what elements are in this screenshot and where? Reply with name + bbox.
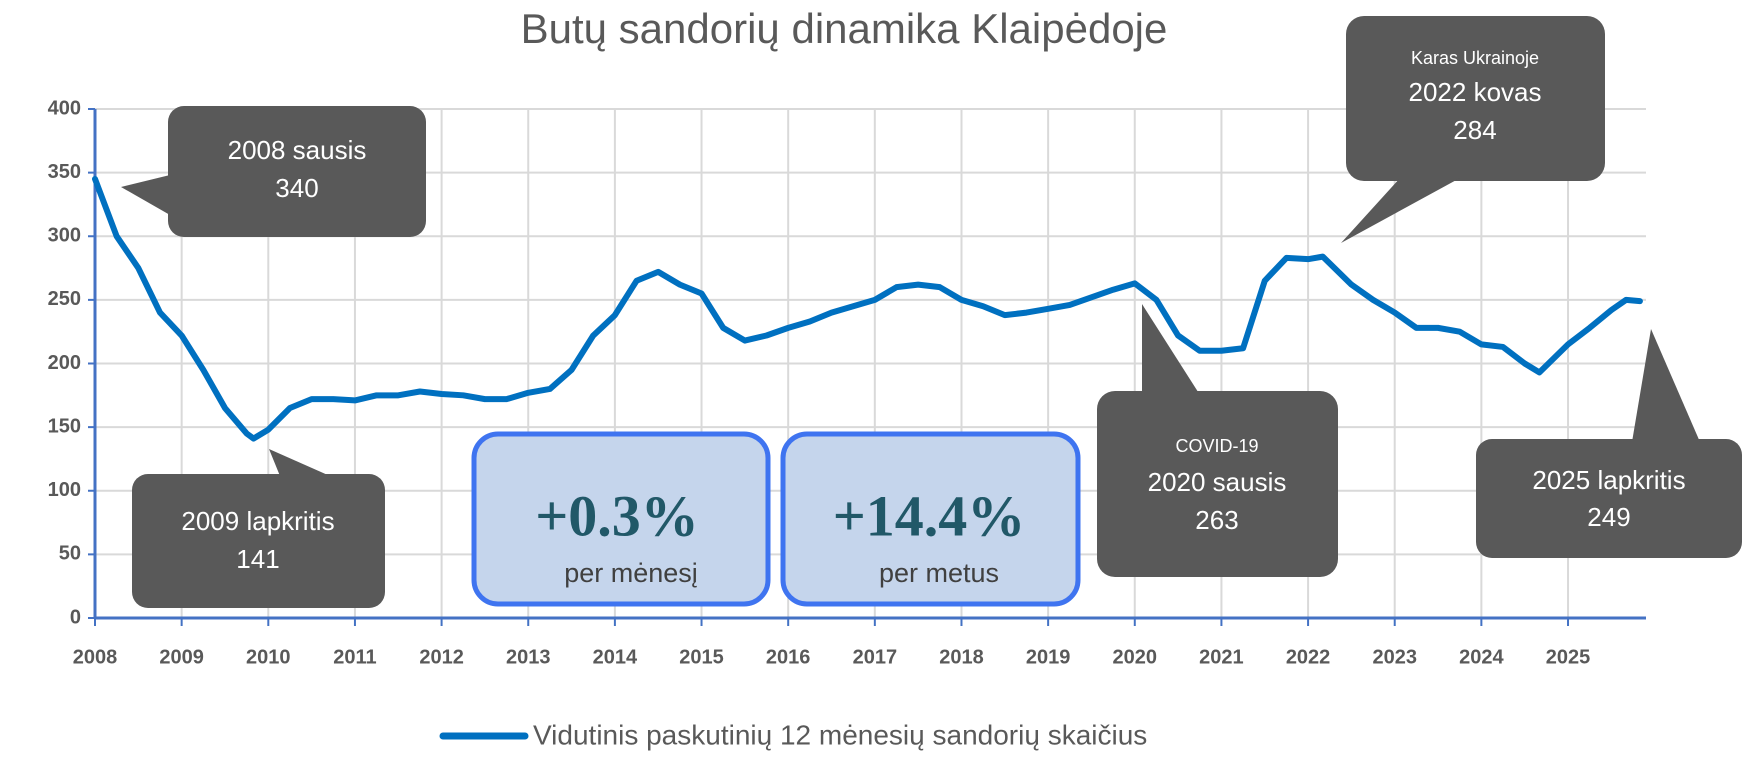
data-line — [92, 175, 1643, 442]
callout-value: 340 — [275, 173, 318, 203]
callout-pointer — [1632, 329, 1700, 442]
y-tick-label: 250 — [48, 288, 81, 310]
stat-caption: per mėnesį — [564, 558, 698, 588]
callout-date: 2009 lapkritis — [181, 506, 334, 536]
x-tick-label: 2023 — [1372, 646, 1417, 668]
x-tick-label: 2012 — [419, 646, 464, 668]
stat-value: +0.3% — [535, 483, 699, 548]
callout-header: COVID-19 — [1175, 436, 1258, 456]
stat-box — [471, 431, 771, 607]
x-tick-label: 2011 — [333, 646, 376, 668]
x-tick-label: 2019 — [1026, 646, 1071, 668]
y-tick-label: 400 — [48, 97, 81, 119]
y-tick-label: 100 — [48, 479, 81, 501]
x-tick-label: 2024 — [1459, 646, 1504, 668]
callout-header: Karas Ukrainoje — [1411, 48, 1539, 68]
y-tick-label: 300 — [48, 225, 81, 247]
x-tick-label: 2009 — [159, 646, 204, 668]
stat-box — [780, 431, 1081, 607]
callouts — [121, 16, 1742, 608]
x-tick-label: 2013 — [506, 646, 551, 668]
callout-date: 2022 kovas — [1409, 77, 1542, 107]
chart-title: Butų sandorių dinamika Klaipėdoje — [521, 5, 1168, 52]
callout-pointer — [269, 449, 330, 476]
callout-box — [132, 474, 385, 608]
plot — [92, 175, 1643, 442]
callout-pointer — [1341, 178, 1460, 243]
stat-value: +14.4% — [833, 483, 1026, 548]
x-tick-label: 2014 — [593, 646, 638, 668]
y-tick-label: 150 — [48, 415, 81, 437]
callout-date: 2008 sausis — [228, 135, 367, 165]
x-tick-label: 2016 — [766, 646, 811, 668]
callout-box — [1346, 16, 1605, 181]
callout-value: 263 — [1195, 505, 1238, 535]
callout-pointer — [1142, 304, 1200, 395]
x-tick-label: 2008 — [73, 646, 118, 668]
x-tick-label: 2022 — [1286, 646, 1331, 668]
callout-date: 2020 sausis — [1148, 467, 1287, 497]
y-tick-label: 0 — [70, 606, 81, 628]
callout-value: 284 — [1453, 115, 1496, 145]
x-tick-label: 2017 — [853, 646, 898, 668]
y-tick-label: 50 — [59, 543, 81, 565]
y-tick-label: 200 — [48, 352, 81, 374]
stat-caption: per metus — [879, 558, 999, 588]
y-tick-label: 350 — [48, 161, 81, 183]
callout-pointer — [121, 175, 170, 215]
callout-box — [1476, 439, 1742, 558]
callout-value: 141 — [236, 544, 279, 574]
callout-box — [1097, 391, 1338, 577]
x-tick-label: 2010 — [246, 646, 291, 668]
callout-box — [168, 106, 426, 237]
x-tick-label: 2020 — [1113, 646, 1158, 668]
x-tick-label: 2021 — [1199, 646, 1244, 668]
x-tick-label: 2025 — [1546, 646, 1591, 668]
callout-value: 249 — [1587, 502, 1630, 532]
x-tick-label: 2015 — [679, 646, 724, 668]
callout-date: 2025 lapkritis — [1532, 465, 1685, 495]
x-tick-label: 2018 — [939, 646, 984, 668]
legend-label: Vidutinis paskutinių 12 mėnesių sandorių… — [533, 719, 1147, 750]
